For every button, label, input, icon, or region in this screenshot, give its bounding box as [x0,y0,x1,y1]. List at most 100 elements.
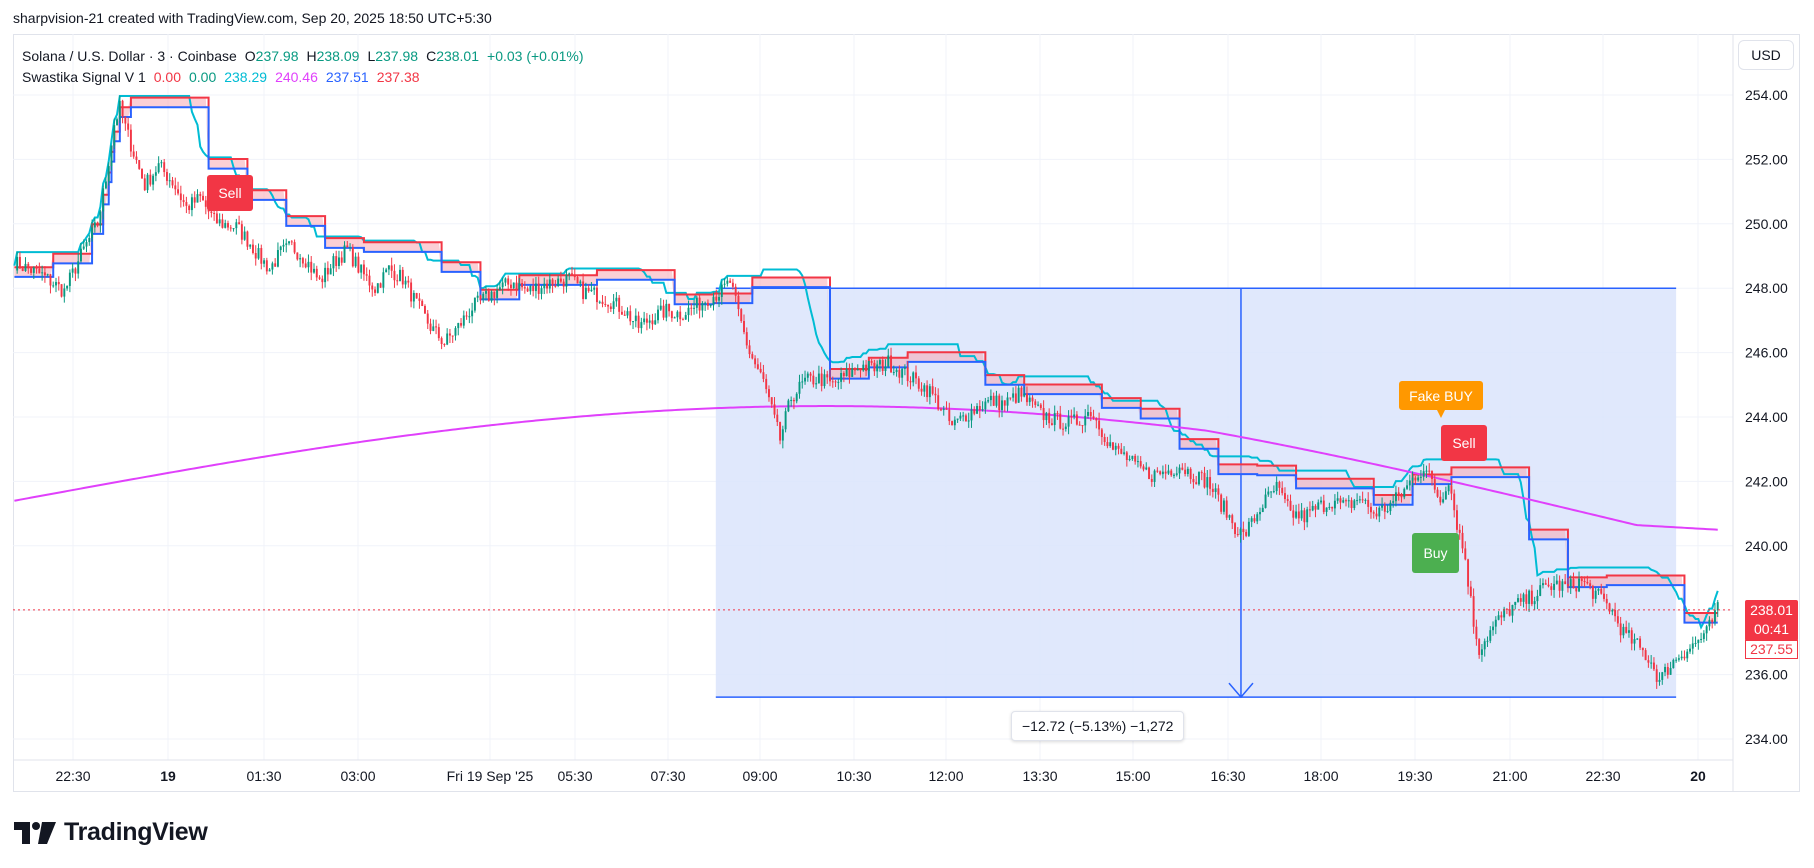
time-tick-label: 22:30 [55,768,90,784]
candle-body [806,373,809,378]
candle-body [1297,511,1300,519]
candle-body [1075,414,1078,425]
chart-legend: Solana / U.S. Dollar · 3 · Coinbase O 237… [22,46,584,88]
candle-body [1281,487,1284,494]
candle-body [263,260,266,264]
candle-body [1336,498,1339,501]
candle-body [1178,467,1181,474]
candle-body [895,369,898,373]
candle-body [632,321,635,323]
candle-body [1708,619,1711,627]
candle-body [221,219,224,228]
currency-button[interactable]: USD [1738,40,1794,70]
candle-body [1361,499,1364,501]
candle-body [1123,452,1126,454]
candle-body [1087,412,1089,416]
candle-body [401,269,404,285]
indicator-name[interactable]: Swastika Signal V 1 [22,69,146,85]
candle-body [1114,445,1117,450]
candle-body [110,145,113,167]
candle-body [840,373,843,382]
candle-body [490,291,493,301]
candle-body [1597,588,1600,591]
chart-credit: sharpvision-21 created with TradingView.… [13,10,492,26]
candle-body [190,197,193,211]
candle-body [121,100,124,117]
candle-body [1364,499,1367,501]
last-price-tag[interactable]: 238.01 00:41 [1745,600,1798,641]
candle-body [928,386,931,398]
candle-body [534,283,537,292]
candle-body [1419,476,1422,478]
candle-body [1558,580,1561,591]
candle-body [1431,471,1433,480]
candle-body [246,231,249,247]
candle-body [360,264,363,273]
candle-body [1633,639,1636,644]
tradingview-logo[interactable]: TradingView [14,818,208,847]
candle-body [41,272,44,274]
candle-body [1480,649,1483,655]
candle-body [1264,494,1267,508]
candle-body [16,256,19,271]
measure-range-box[interactable] [715,288,1677,698]
candle-body [1109,442,1112,447]
candle-body [548,279,551,289]
sell-signal-label: Sell [1441,425,1487,461]
candle-body [1003,400,1006,406]
candle-body [665,303,668,318]
candle-body [704,302,707,304]
candle-body [1680,656,1683,659]
time-tick-label: 13:30 [1022,768,1057,784]
candle-body [171,180,174,186]
candle-body [1059,413,1062,429]
candle-body [235,222,238,229]
candle-body [104,181,107,189]
candle-body [537,283,540,294]
candle-body [809,373,812,376]
candle-body [1272,491,1275,493]
candle-body [1347,500,1350,502]
candle-body [1367,499,1370,507]
candle-body [1020,387,1023,397]
candle-body [229,227,232,229]
candle-body [1433,479,1436,490]
candle-body [720,284,723,297]
candle-body [435,326,438,328]
candle-body [1716,602,1719,611]
candle-body [346,245,349,248]
candle-body [1106,442,1109,447]
candle-body [1078,424,1081,426]
candle-body [726,280,729,284]
candle-body [956,418,959,420]
candle-body [1541,583,1544,586]
candle-body [1225,500,1228,518]
candle-body [1389,502,1392,512]
candle-body [1400,495,1403,498]
candle-body [238,222,241,225]
candle-body [812,375,815,385]
candle-body [1403,488,1406,498]
candle-body [1589,583,1592,587]
candle-body [1203,472,1206,488]
candle-body [1422,471,1425,477]
candle-body [654,320,657,325]
candle-body [32,267,35,273]
candle-body [776,414,779,423]
candle-body [313,268,315,273]
candle-body [493,291,496,298]
candle-body [340,257,343,263]
candle-body [773,404,776,415]
candle-body [1522,594,1525,602]
candle-body [903,367,906,369]
candle-body [415,292,418,299]
candle-body [887,355,890,367]
candle-body [1497,615,1500,620]
cyan-signal-line [13,95,1719,630]
chart-frame[interactable] [13,34,1800,792]
symbol-label[interactable]: Solana / U.S. Dollar · 3 · Coinbase [22,48,237,64]
candle-body [296,252,299,260]
candle-body [1580,578,1583,581]
candle-body [853,368,856,371]
